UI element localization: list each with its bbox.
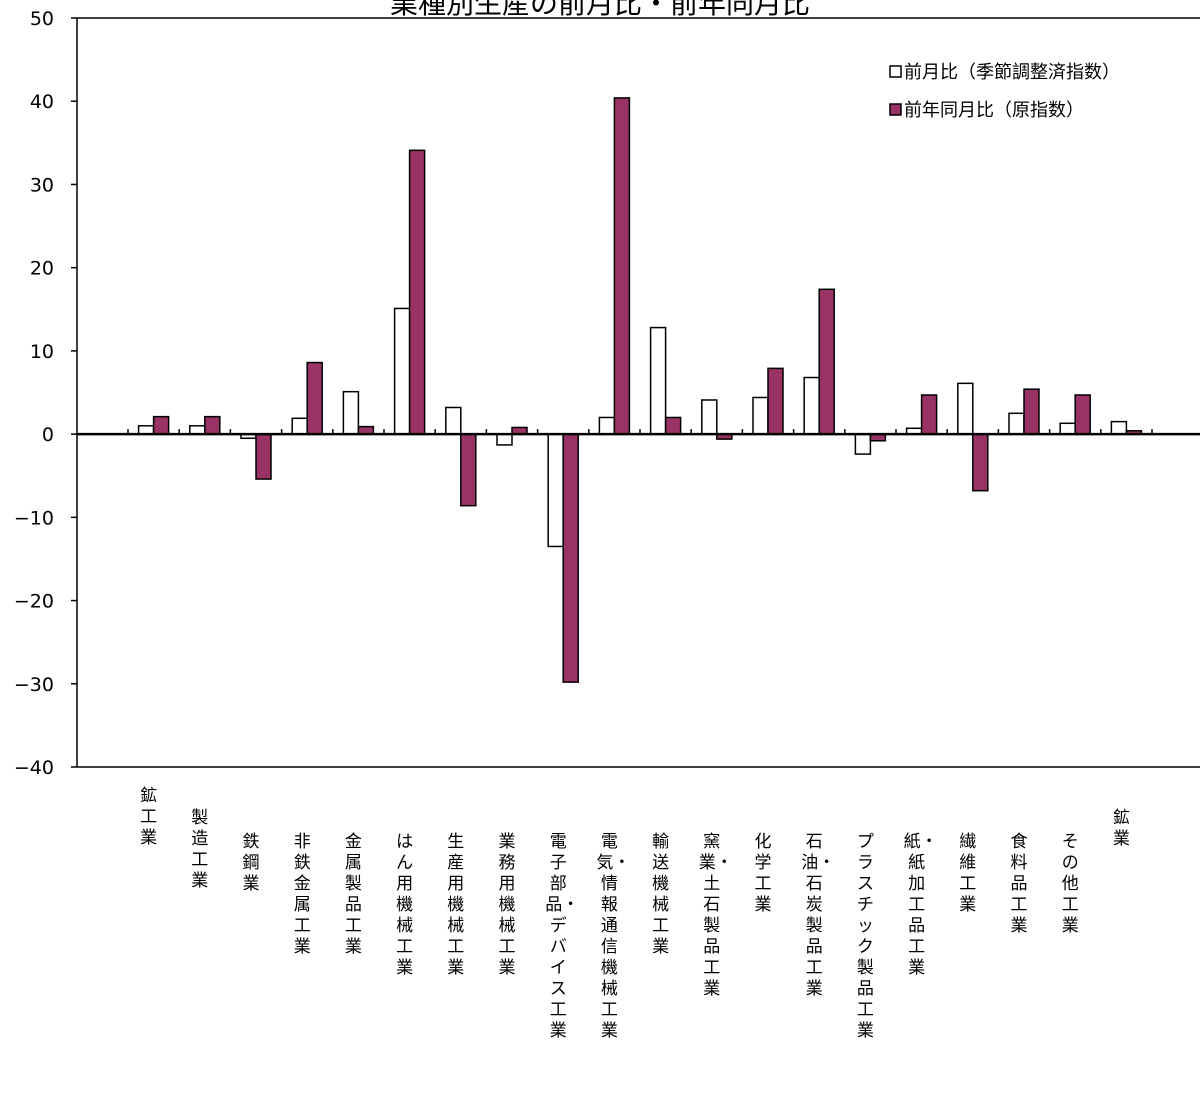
- legend-swatch-mom: [889, 65, 902, 78]
- legend-label-yoy: 前年同月比（原指数）: [904, 100, 1084, 121]
- legend-label-mom: 前月比（季節調整済指数）: [904, 62, 1120, 83]
- legend-swatch-yoy: [889, 103, 902, 116]
- bar-yoy-8: [562, 433, 579, 683]
- bar-yoy-15: [920, 394, 938, 435]
- category-label: 食料品工業: [1010, 832, 1028, 936]
- bar-mom-9: [598, 416, 616, 435]
- bar-yoy-18: [1074, 394, 1091, 435]
- category-label: 繊維工業: [959, 832, 977, 915]
- category-label: 電子部品・デバイス工業: [545, 832, 580, 1041]
- bar-yoy-3: [306, 361, 323, 435]
- bar-yoy-5: [408, 149, 426, 435]
- bar-mom-19: [1110, 420, 1128, 435]
- category-label: 輸送機械工業: [652, 832, 670, 957]
- y-tick-label: 50: [30, 8, 54, 30]
- bar-yoy-0: [152, 415, 170, 435]
- category-label: 生産用機械工業: [447, 832, 465, 978]
- bar-mom-4: [342, 390, 360, 435]
- category-label: 鉄鋼業: [242, 832, 260, 894]
- bar-mom-6: [445, 406, 462, 435]
- y-tick-label: 40: [30, 91, 54, 113]
- bar-yoy-10: [664, 416, 682, 435]
- bar-mom-5: [393, 307, 411, 435]
- bar-mom-17: [1008, 412, 1025, 435]
- bar-mom-14: [854, 433, 872, 455]
- bar-mom-3: [291, 417, 308, 435]
- bar-mom-11: [701, 399, 718, 435]
- category-label: 化学工業: [754, 832, 772, 915]
- y-tick-label: −30: [14, 674, 54, 696]
- category-label: 非鉄金属工業: [293, 832, 311, 957]
- category-label: 鉱工業: [140, 786, 158, 848]
- category-label: プラスチック製品工業: [856, 832, 874, 1041]
- bar-yoy-13: [818, 288, 835, 435]
- category-label: 窯業・土石製品工業: [698, 832, 733, 999]
- bar-yoy-16: [972, 433, 989, 492]
- category-label: その他工業: [1061, 832, 1079, 936]
- bar-yoy-2: [255, 433, 272, 480]
- bar-mom-16: [957, 382, 974, 435]
- y-tick-label: 0: [42, 424, 54, 446]
- bar-mom-10: [649, 326, 667, 435]
- y-tick-label: −20: [14, 591, 54, 613]
- chart-title: 業種別生産の前月比・前年同月比: [389, 0, 810, 20]
- y-tick-label: 10: [30, 341, 54, 363]
- category-label: 電気・情報通信機械工業: [596, 832, 631, 1041]
- category-label: 紙・紙加工品工業: [903, 832, 938, 978]
- bar-mom-8: [547, 433, 564, 548]
- bar-yoy-1: [204, 415, 221, 435]
- y-tick-label: 30: [30, 174, 54, 196]
- bar-mom-13: [803, 376, 820, 435]
- bar-yoy-17: [1023, 388, 1040, 435]
- axes-layer: 50 40 30 20 10 0 −10 −20 −30 −40: [14, 8, 1200, 779]
- bars-layer: [137, 97, 1143, 683]
- category-label: 鉱業: [1112, 808, 1130, 849]
- y-tick-label: 20: [30, 258, 54, 280]
- bar-mom-18: [1059, 422, 1076, 435]
- legend: 前月比（季節調整済指数） 前年同月比（原指数）: [889, 62, 1120, 121]
- bar-yoy-12: [767, 367, 784, 435]
- category-label: 金属製品工業: [344, 832, 362, 957]
- category-label: はん用機械工業: [396, 832, 414, 978]
- bar-yoy-6: [460, 433, 477, 507]
- y-tick-label: −10: [14, 507, 54, 529]
- category-label: 石油・石炭製品工業: [801, 832, 836, 999]
- bar-mom-12: [752, 396, 769, 435]
- y-tick-label: −40: [14, 757, 54, 779]
- category-label: 業務用機械工業: [498, 832, 516, 978]
- category-label: 製造工業: [191, 808, 209, 891]
- bar-mom-7: [496, 433, 513, 446]
- bar-yoy-9: [613, 97, 631, 435]
